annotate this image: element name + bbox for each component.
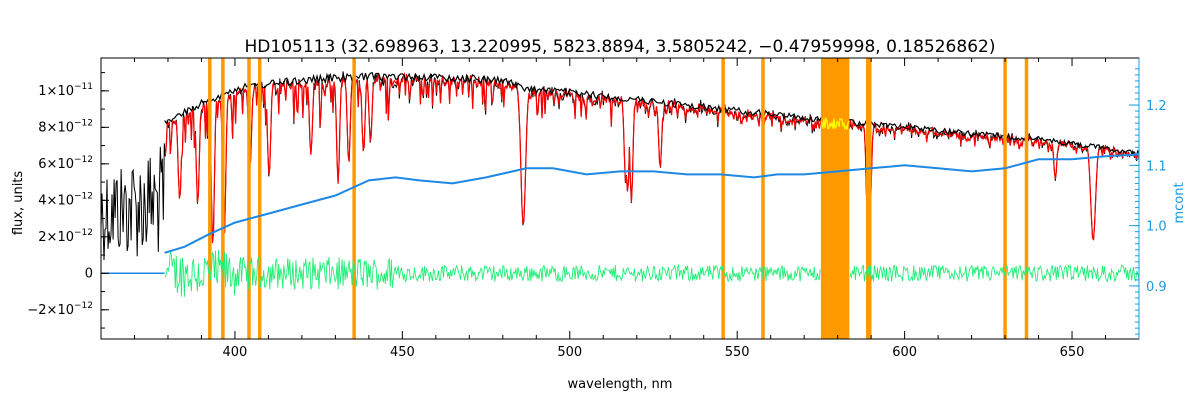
y-tick-label-6: 1×10−11 [38, 82, 93, 99]
residuals-series [164, 249, 1139, 297]
x-tick-label-4: 600 [892, 345, 917, 360]
x-axis-label: wavelength, nm [568, 377, 673, 392]
masked-band [820, 58, 850, 339]
chart-title: HD105113 (32.698963, 13.220995, 5823.889… [245, 37, 996, 57]
y2-tick-label-2: 1.1 [1146, 159, 1167, 174]
y2-tick-label-3: 1.2 [1146, 99, 1167, 114]
y-tick-label-4: 6×10−12 [38, 155, 93, 172]
y2-tick-label-0: 0.9 [1146, 280, 1167, 295]
y-tick-label-5: 8×10−12 [38, 118, 93, 135]
x-tick-label-1: 450 [390, 345, 415, 360]
plot-area [101, 58, 1139, 339]
y-tick-label-0: −2×10−12 [27, 301, 93, 318]
spectrum-envelope [164, 71, 1139, 156]
y-tick-label-1: 0 [85, 266, 93, 281]
x-tick-label-2: 500 [557, 345, 582, 360]
y2-tick-label-1: 1.0 [1146, 220, 1167, 235]
masked-model-segment [820, 116, 850, 131]
y2-axis-label: mcont [1172, 182, 1187, 223]
x-tick-label-3: 550 [725, 345, 750, 360]
axes: 400 450 500 550 600 650 −2×10−12 0 2×10−12 4×10−1… [27, 57, 1167, 360]
x-tick-label-5: 650 [1060, 345, 1085, 360]
y-axis-label: flux, units [11, 171, 26, 236]
continuum-series [164, 153, 1139, 254]
y-tick-label-2: 2×10−12 [38, 228, 93, 245]
y-tick-label-3: 4×10−12 [38, 191, 93, 208]
x-tick-label-0: 400 [223, 345, 248, 360]
